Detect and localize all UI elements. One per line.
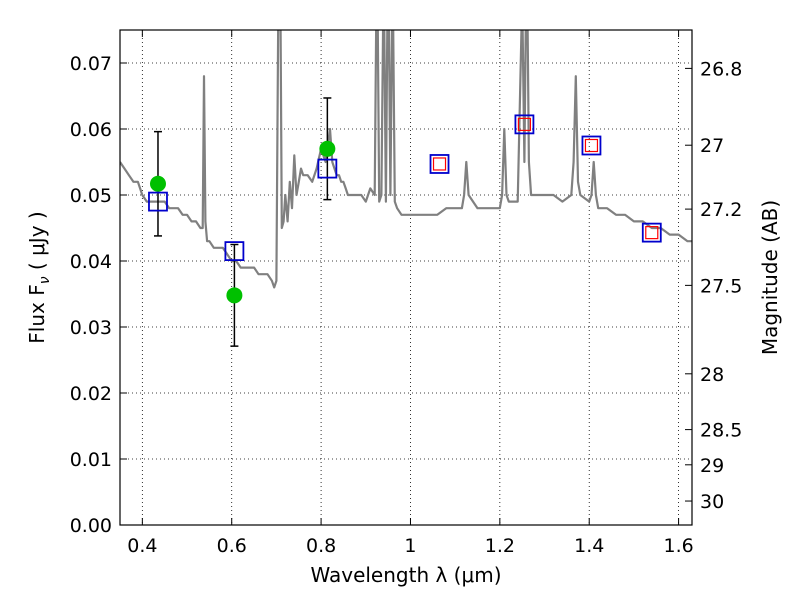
- x-tick-label: 1.2: [485, 535, 515, 557]
- y2-tick-label: 26.8: [700, 58, 742, 80]
- x-axis-label: Wavelength λ (μm): [310, 563, 501, 587]
- y2-axis-label: Magnitude (AB): [758, 200, 782, 355]
- y2-tick-label: 28: [700, 364, 724, 386]
- y2-tick-label: 30: [700, 491, 724, 513]
- observed-point: [149, 175, 166, 192]
- y-tick-label: 0.06: [70, 119, 112, 141]
- y-tick-label: 0.05: [70, 185, 112, 207]
- spectrum-line: [120, 30, 692, 289]
- x-tick-label: 0.8: [306, 535, 336, 557]
- upper-limit-square: [584, 138, 599, 153]
- y-tick-label: 0.03: [70, 317, 112, 339]
- grid: [120, 30, 692, 526]
- model-square: [317, 158, 338, 179]
- plot-frame: [119, 29, 693, 526]
- y2-tick-label: 28.5: [700, 420, 742, 442]
- upper-limit-square: [517, 117, 532, 131]
- y2-tick-label: 27: [700, 135, 724, 157]
- x-tick-label: 0.6: [217, 535, 247, 557]
- model-square: [224, 241, 245, 262]
- y-axis-label-unit: ( μJy ): [25, 211, 49, 276]
- model-square: [429, 154, 450, 174]
- upper-limit-square: [645, 226, 659, 240]
- x-tick-label: 1.6: [663, 535, 693, 557]
- observed-point: [319, 140, 336, 157]
- y-axis-label-subscript: ν: [37, 276, 53, 284]
- y-axis-label-main: Flux F: [25, 284, 49, 343]
- observed-point: [226, 287, 243, 304]
- y2-tick-label: 27.5: [700, 275, 742, 297]
- model-square: [148, 191, 168, 212]
- model-square: [581, 135, 602, 156]
- x-tick-label: 0.4: [127, 535, 157, 557]
- y2-tick-label: 29: [700, 455, 724, 477]
- y-tick-label: 0.01: [70, 449, 112, 471]
- x-tick-label: 1.4: [574, 535, 604, 557]
- y-tick-label: 0.00: [70, 515, 112, 537]
- axes: 0.4 0.6 0.8 1 1.2 1.4 1.6 0.00 0.01 0.02 0.03 0.04 0…: [70, 30, 742, 557]
- y-tick-label: 0.04: [70, 251, 112, 273]
- spectrum-series: [120, 30, 692, 289]
- y-tick-label: 0.07: [70, 53, 112, 75]
- model-square: [514, 114, 535, 135]
- y-tick-label: 0.02: [70, 383, 112, 405]
- y-axis-label: Flux Fν ( μJy ): [25, 211, 53, 343]
- y2-tick-label: 27.2: [700, 199, 742, 221]
- x-tick-label: 1: [404, 535, 416, 557]
- model-square: [641, 222, 662, 243]
- upper-limit-square: [432, 157, 447, 171]
- photometry-series: [148, 97, 662, 347]
